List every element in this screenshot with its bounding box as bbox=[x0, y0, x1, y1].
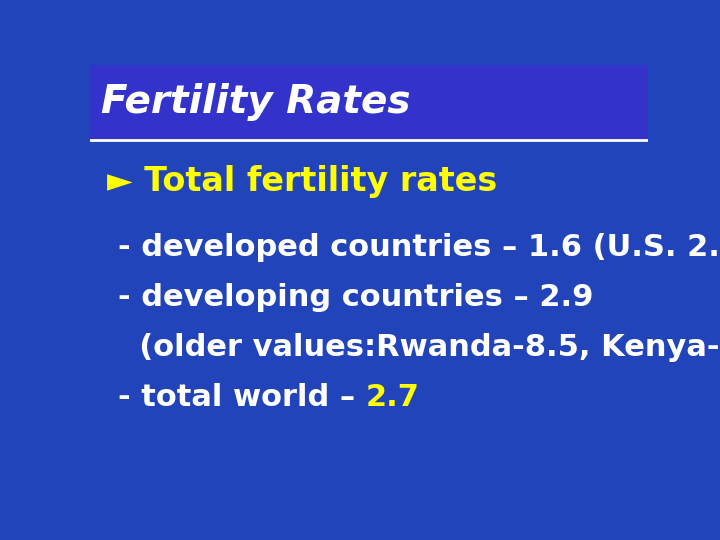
Text: - developing countries – 2.9: - developing countries – 2.9 bbox=[118, 283, 593, 312]
Text: - total world –: - total world – bbox=[118, 383, 366, 412]
Text: 2.7: 2.7 bbox=[366, 383, 420, 412]
Text: Fertility Rates: Fertility Rates bbox=[101, 83, 410, 121]
Text: - developed countries – 1.6 (U.S. 2.2): - developed countries – 1.6 (U.S. 2.2) bbox=[118, 233, 720, 262]
Text: (older values:Rwanda-8.5, Kenya-8.0): (older values:Rwanda-8.5, Kenya-8.0) bbox=[118, 333, 720, 362]
Text: ► Total fertility rates: ► Total fertility rates bbox=[107, 165, 497, 198]
FancyBboxPatch shape bbox=[90, 65, 648, 140]
